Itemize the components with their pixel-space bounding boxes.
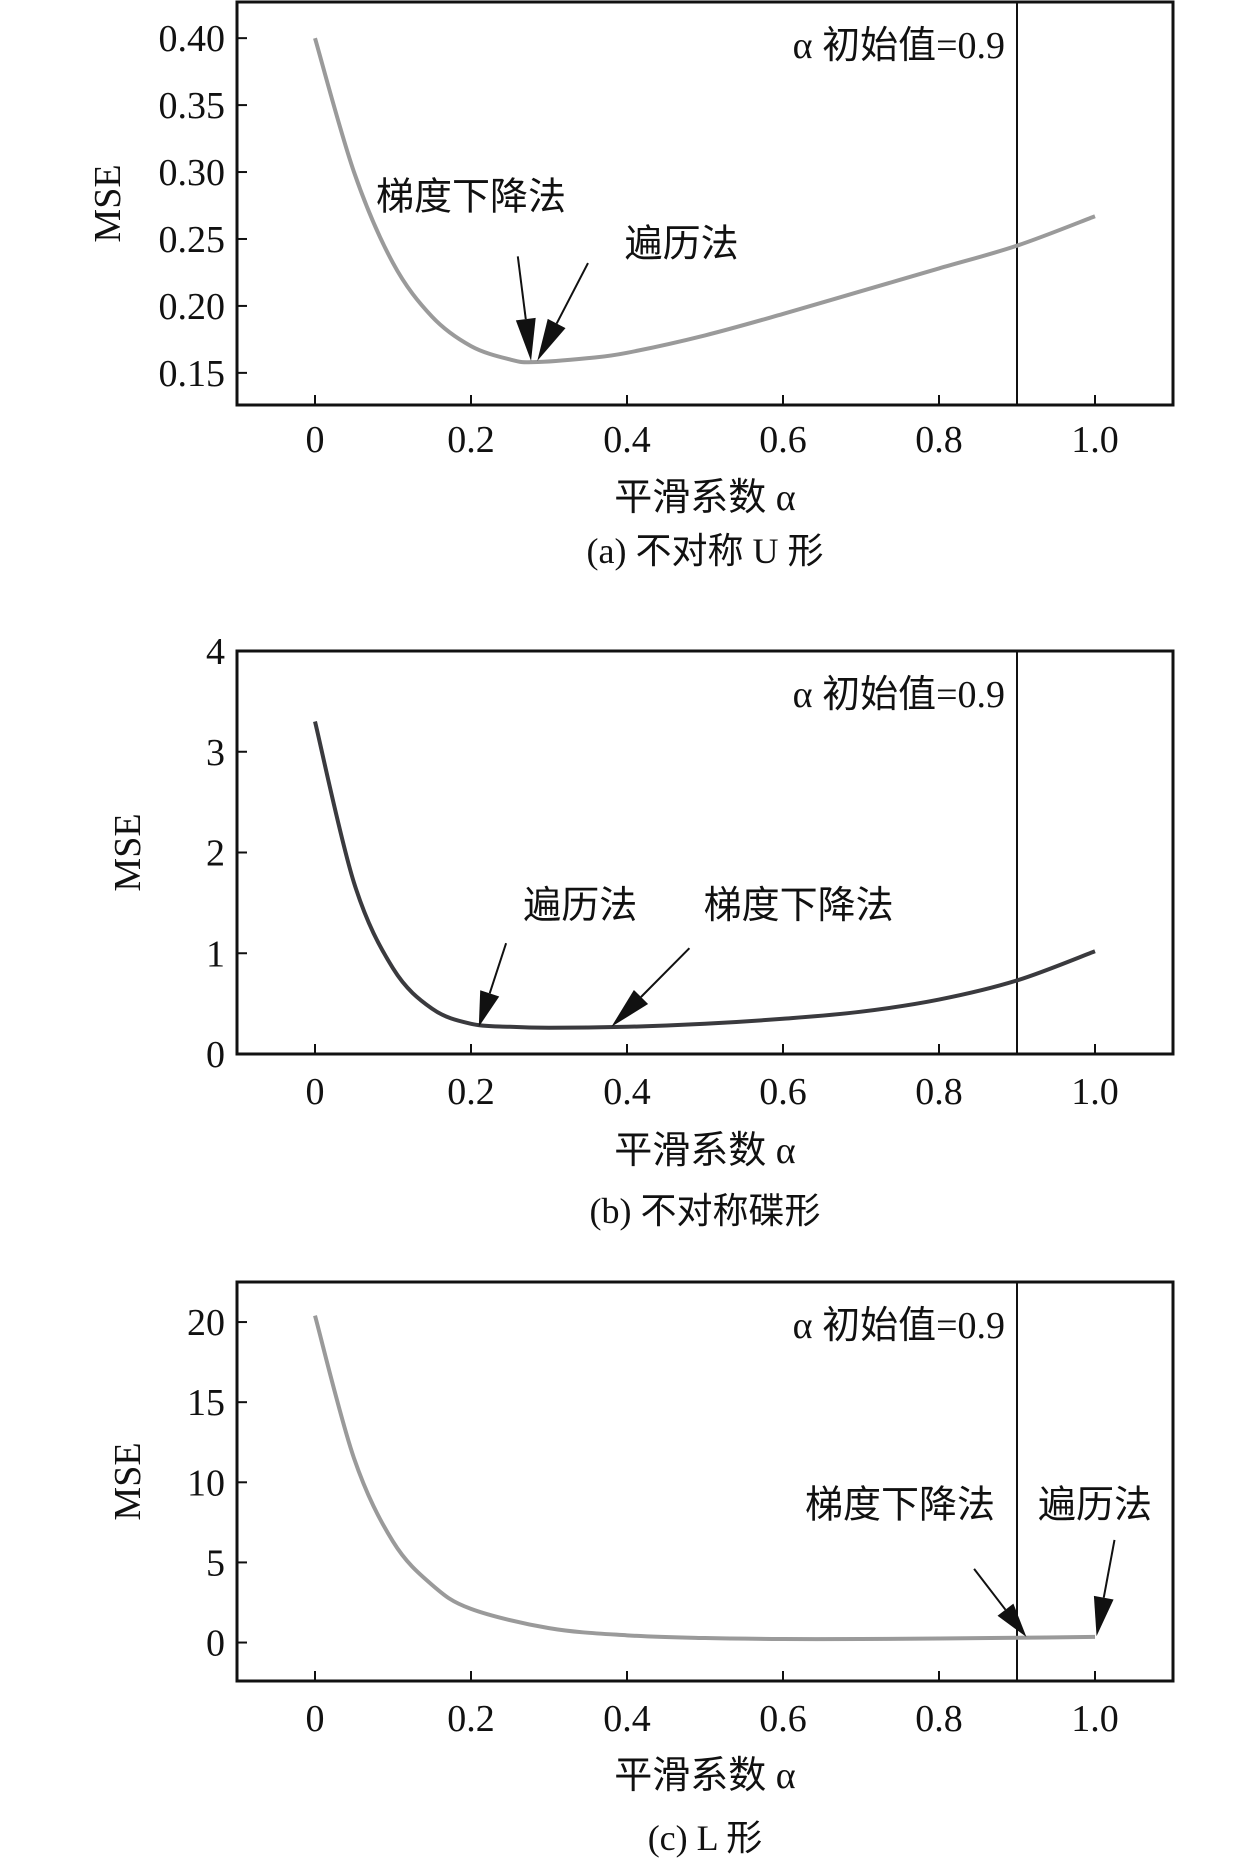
plot-frame xyxy=(235,1280,1175,1683)
annotation-arrow-head xyxy=(515,317,536,361)
initial-alpha-label: α 初始值=0.9 xyxy=(793,674,1005,716)
annotation-arrow-head xyxy=(478,990,500,1027)
x-tick-label: 0 xyxy=(306,1698,325,1740)
y-tick-label: 0.20 xyxy=(159,286,226,328)
panel-caption: (b) 不对称碟形 xyxy=(590,1191,821,1231)
y-tick-label: 1 xyxy=(206,933,225,975)
y-axis-label: MSE xyxy=(87,164,129,242)
x-axis-label: 平滑系数 α xyxy=(614,1130,796,1172)
annotation-arrow-head xyxy=(997,1603,1027,1637)
initial-alpha-label: α 初始值=0.9 xyxy=(793,1305,1005,1347)
panel-a: 0 0.2 0.4 0.6 0.8 1.0 0.15 0.20 0.25 0.30 0.35 0.40… xyxy=(87,0,1175,571)
annotation-arrow-shaft xyxy=(973,1568,1007,1611)
y-tick-label: 10 xyxy=(187,1462,225,1504)
x-tick-label: 0.8 xyxy=(915,1071,963,1113)
annotation-label: 遍历法 xyxy=(1038,1485,1152,1527)
panel-caption: (c) L 形 xyxy=(648,1818,763,1858)
annotation-arrow-head xyxy=(1093,1595,1114,1637)
annotation-label: 梯度下降法 xyxy=(376,177,566,219)
x-tick-label: 0.8 xyxy=(915,1698,963,1740)
x-axis-label: 平滑系数 α xyxy=(614,1755,796,1797)
annotation-label: 梯度下降法 xyxy=(704,885,894,927)
x-tick-label: 0.8 xyxy=(915,419,963,461)
panel-b: 0 0.2 0.4 0.6 0.8 1.0 0 1 2 3 4 MSE 平滑系数 α (b) 不对称碟形 α… xyxy=(107,631,1175,1231)
x-tick-label: 1.0 xyxy=(1071,1698,1119,1740)
x-tick-label: 0.4 xyxy=(603,419,651,461)
mse-curve xyxy=(313,37,1096,365)
initial-alpha-label: α 初始值=0.9 xyxy=(793,25,1005,67)
annotation-arrow-head xyxy=(537,318,566,361)
x-tick-label: 0.6 xyxy=(759,1071,807,1113)
annotation-arrow-shaft xyxy=(1102,1539,1116,1598)
x-tick-label: 0 xyxy=(306,1071,325,1113)
y-tick-label: 0.25 xyxy=(159,219,226,261)
annotation-arrow-shaft xyxy=(488,942,508,994)
x-tick-label: 1.0 xyxy=(1071,419,1119,461)
x-tick-label: 0.6 xyxy=(759,419,807,461)
annotation-arrow-head xyxy=(611,989,649,1027)
y-tick-label: 0.40 xyxy=(159,18,226,60)
y-tick-label: 5 xyxy=(206,1542,225,1584)
y-tick-label: 0.35 xyxy=(159,85,226,127)
annotation-label: 遍历法 xyxy=(625,223,739,265)
x-tick-label: 0.4 xyxy=(603,1698,651,1740)
y-tick-label: 0 xyxy=(206,1034,225,1076)
panel-c: 0 0.2 0.4 0.6 0.8 1.0 0 5 10 15 20 MSE 平滑系数 α (c) L 形… xyxy=(107,1280,1175,1858)
y-tick-label: 3 xyxy=(206,732,225,774)
y-tick-label: 2 xyxy=(206,833,225,875)
y-tick-label: 0.15 xyxy=(159,353,226,395)
mse-curve xyxy=(313,721,1096,1030)
annotation-arrow-shaft xyxy=(640,947,691,998)
x-tick-label: 0.6 xyxy=(759,1698,807,1740)
mse-curve xyxy=(313,1315,1096,1642)
x-tick-label: 0.2 xyxy=(447,419,495,461)
y-axis-label: MSE xyxy=(107,813,149,891)
y-tick-label: 20 xyxy=(187,1302,225,1344)
y-tick-label: 15 xyxy=(187,1382,225,1424)
y-tick-label: 4 xyxy=(206,631,225,673)
x-axis-label: 平滑系数 α xyxy=(614,477,796,519)
annotation-label: 梯度下降法 xyxy=(805,1485,995,1527)
plot-frame xyxy=(235,0,1175,407)
x-tick-label: 0.2 xyxy=(447,1071,495,1113)
annotation-arrow-shaft xyxy=(555,262,589,324)
x-tick-label: 0.4 xyxy=(603,1071,651,1113)
annotation-arrow-shaft xyxy=(516,256,527,320)
x-tick-label: 1.0 xyxy=(1071,1071,1119,1113)
y-tick-label: 0 xyxy=(206,1623,225,1665)
annotation-label: 遍历法 xyxy=(523,885,637,927)
y-tick-label: 0.30 xyxy=(159,152,226,194)
y-axis-label: MSE xyxy=(107,1442,149,1520)
plot-frame xyxy=(235,649,1175,1056)
panel-caption: (a) 不对称 U 形 xyxy=(587,531,824,571)
x-tick-label: 0 xyxy=(306,419,325,461)
x-tick-label: 0.2 xyxy=(447,1698,495,1740)
